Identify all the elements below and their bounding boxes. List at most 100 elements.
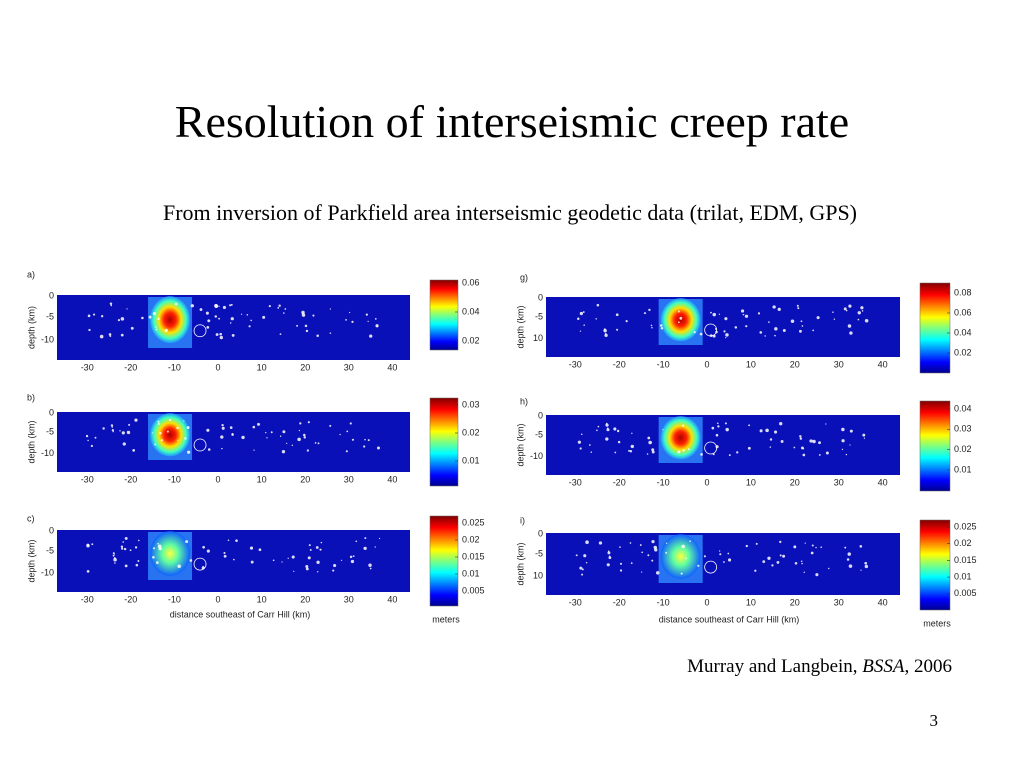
seismicity-dot: [113, 554, 115, 556]
seismicity-dot: [742, 313, 745, 316]
seismicity-dot: [608, 556, 612, 560]
x-tick-label: -30: [81, 594, 94, 604]
y-tick-label: 0: [49, 290, 54, 300]
colorbar-tick-label: 0.015: [462, 551, 485, 561]
x-tick-label: 20: [790, 477, 800, 487]
seismicity-dot: [800, 560, 803, 562]
seismicity-dot: [152, 547, 156, 550]
x-tick-label: 40: [878, 477, 888, 487]
seismicity-dot: [680, 572, 683, 575]
seismicity-dot: [340, 559, 343, 561]
seismicity-dot: [815, 546, 817, 549]
seismicity-dot: [725, 427, 729, 432]
seismicity-dot: [270, 431, 273, 434]
colorbar-tick-label: 0.005: [954, 588, 977, 598]
colorbar: [919, 519, 951, 611]
seismicity-dot: [268, 305, 271, 308]
colorbar: [429, 515, 459, 607]
seismicity-dot: [94, 436, 97, 439]
seismicity-dot: [186, 426, 190, 430]
colorbar-tick-label: 0.02: [462, 534, 480, 544]
seismicity-dot: [825, 451, 829, 455]
seismicity-dot: [246, 314, 249, 316]
seismicity-dot: [122, 541, 125, 543]
seismicity-dot: [287, 557, 289, 559]
seismicity-dot: [250, 319, 253, 322]
seismicity-dot: [152, 312, 157, 316]
seismicity-dot: [651, 540, 655, 544]
seismicity-dot: [711, 426, 715, 430]
seismicity-dot: [283, 312, 285, 314]
colorbar: [429, 279, 459, 351]
seismicity-dot: [728, 454, 731, 457]
y-tick-label: 0: [538, 410, 543, 420]
seismicity-dot: [864, 561, 868, 565]
seismicity-dot: [682, 449, 685, 452]
x-tick-label: 10: [257, 474, 267, 484]
seismicity-dot: [190, 304, 194, 308]
seismicity-dot: [367, 439, 370, 442]
colorbar-tick-label: 0.04: [954, 327, 972, 337]
seismicity-dot: [816, 316, 820, 320]
seismicity-dot: [767, 556, 771, 560]
seismicity-dot: [308, 544, 311, 547]
x-tick-label: -30: [569, 597, 582, 607]
seismicity-dot: [351, 438, 355, 441]
y-tick-label: -10: [530, 451, 543, 461]
seismicity-dot: [654, 548, 658, 552]
seismicity-dot: [596, 429, 598, 432]
seismicity-dot: [281, 561, 283, 563]
seismicity-dot: [279, 435, 282, 437]
y-axis-label: depth (km): [515, 305, 525, 348]
seismicity-dot: [641, 571, 643, 573]
x-tick-label: 0: [215, 594, 220, 604]
seismicity-dot: [614, 451, 617, 454]
seismicity-dot: [605, 423, 609, 427]
heatmap-background: [57, 295, 410, 360]
seismicity-dot: [87, 439, 89, 442]
seismicity-dot: [725, 336, 727, 339]
seismicity-dot: [728, 558, 732, 562]
seismicity-dot: [363, 445, 366, 448]
y-tick-label: 10: [533, 333, 543, 343]
x-tick-label: -20: [613, 477, 626, 487]
colorbar-tick-label: 0.01: [954, 464, 972, 474]
seismicity-dot: [717, 425, 720, 428]
seismicity-dot: [206, 325, 210, 329]
seismicity-dot: [207, 448, 211, 451]
seismicity-dot: [765, 428, 769, 433]
seismicity-dot: [241, 435, 245, 440]
seismicity-dot: [240, 313, 243, 315]
seismicity-dot: [316, 560, 320, 564]
seismicity-dot: [655, 571, 660, 575]
seismicity-dot: [221, 447, 223, 450]
seismicity-dot: [329, 424, 332, 427]
seismicity-dot: [605, 437, 609, 441]
seismicity-dot: [782, 554, 786, 558]
seismicity-dot: [281, 450, 286, 454]
seismicity-dot: [773, 430, 778, 434]
seismicity-dot: [815, 573, 819, 577]
seismicity-dot: [845, 309, 848, 312]
seismicity-dot: [129, 549, 132, 552]
y-tick-label: -5: [46, 545, 54, 555]
seismicity-dot: [110, 424, 114, 427]
seismicity-dot: [369, 567, 372, 570]
seismicity-dot: [305, 567, 309, 571]
panel-label: b): [27, 392, 35, 402]
seismicity-dot: [339, 433, 341, 436]
x-tick-label: 20: [300, 474, 310, 484]
x-tick-label: -30: [569, 477, 582, 487]
seismicity-dot: [169, 418, 172, 422]
seismicity-dot: [818, 441, 821, 445]
seismicity-dot: [320, 541, 323, 544]
x-tick-label: -20: [124, 594, 137, 604]
seismicity-dot: [218, 317, 220, 320]
seismicity-dot: [679, 316, 683, 320]
seismicity-dot: [235, 539, 238, 542]
seismicity-dot: [697, 564, 700, 567]
seismicity-dot: [860, 306, 864, 310]
seismicity-dot: [120, 545, 124, 548]
seismicity-dot: [262, 315, 266, 319]
seismicity-dot: [615, 313, 619, 317]
